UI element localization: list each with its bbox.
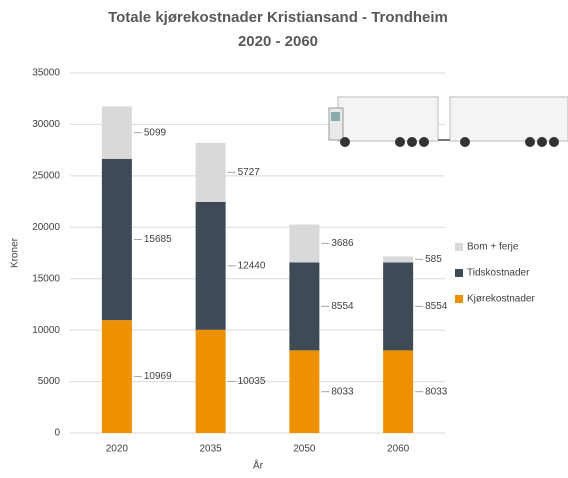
legend-label: Kjørekostnader	[467, 294, 535, 305]
x-axis-label: År	[253, 459, 264, 472]
data-label: 5099	[144, 127, 167, 138]
x-tick-label: 2050	[293, 444, 316, 455]
chart: Totale kjørekostnader Kristiansand - Tro…	[0, 0, 568, 478]
legend-swatch	[455, 243, 463, 251]
data-label: 8033	[331, 386, 354, 397]
legend-swatch	[455, 269, 463, 277]
y-tick-label: 20000	[32, 222, 60, 233]
legend-label: Tidskostnader	[467, 268, 530, 279]
bar-segment	[102, 159, 132, 320]
data-label: 8554	[425, 301, 448, 312]
bar-segment	[383, 256, 413, 262]
y-tick-label: 30000	[32, 119, 60, 130]
y-axis-label: Kroner	[10, 237, 21, 268]
y-tick-label: 10000	[32, 325, 60, 336]
bar-segment	[102, 106, 132, 158]
bar-segment	[196, 143, 226, 202]
bar-segment	[383, 262, 413, 350]
y-tick-label: 5000	[38, 376, 61, 387]
x-tick-label: 2035	[200, 444, 223, 455]
bar-segment	[289, 224, 319, 262]
x-tick-label: 2060	[387, 444, 410, 455]
bar-segment	[196, 202, 226, 330]
data-label: 3686	[331, 238, 354, 249]
y-tick-label: 35000	[32, 68, 60, 79]
bar-segment	[383, 350, 413, 433]
data-label: 10969	[144, 371, 172, 382]
data-label: 12440	[238, 260, 266, 271]
bar-segment	[102, 320, 132, 433]
chart-title: Totale kjørekostnader Kristiansand - Tro…	[108, 9, 448, 26]
bar-segment	[289, 262, 319, 350]
bar-segment	[289, 350, 319, 433]
legend-swatch	[455, 295, 463, 303]
y-tick-label: 0	[54, 428, 60, 439]
legend-label: Bom + ferje	[467, 242, 519, 253]
y-tick-label: 15000	[32, 273, 60, 284]
data-label: 10035	[238, 376, 266, 387]
data-label: 15685	[144, 234, 172, 245]
truck-illustration	[329, 97, 568, 147]
bar-segment	[196, 330, 226, 433]
chart-title: 2020 - 2060	[238, 33, 318, 50]
y-tick-label: 25000	[32, 170, 60, 181]
x-tick-label: 2020	[106, 444, 129, 455]
data-label: 5727	[238, 167, 261, 178]
data-label: 8033	[425, 386, 448, 397]
data-label: 8554	[331, 301, 354, 312]
data-label: 585	[425, 254, 442, 265]
